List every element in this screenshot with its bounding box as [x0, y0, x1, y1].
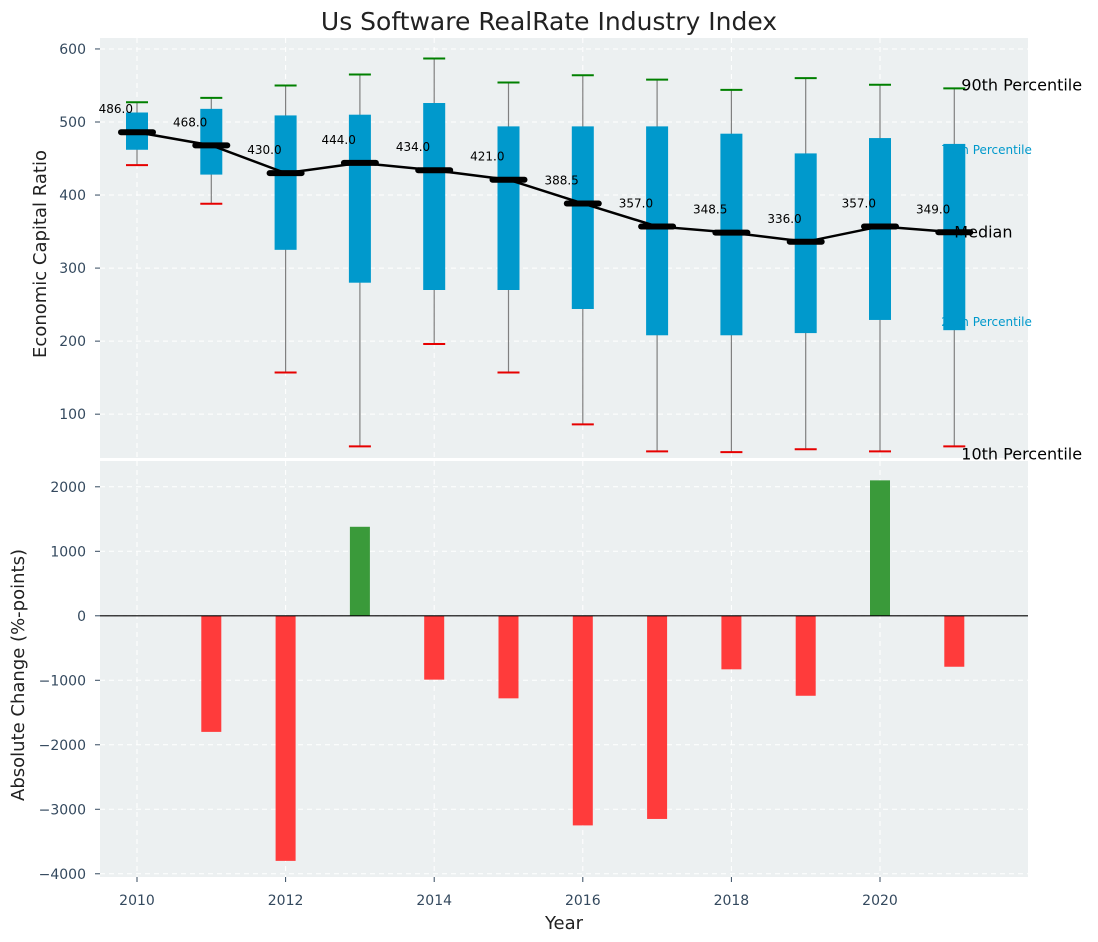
bottom-y-tick-label: 0	[77, 609, 86, 625]
x-tick-label: 2010	[119, 893, 155, 909]
x-axis-label: Year	[544, 913, 584, 934]
iqr-box	[497, 126, 520, 291]
median-data-label: 336.0	[767, 212, 801, 226]
x-tick-label: 2016	[565, 893, 601, 909]
change-bar-negative	[721, 615, 742, 670]
median-data-label: 349.0	[916, 202, 950, 216]
change-bar-negative	[795, 615, 816, 696]
change-bar-negative	[424, 615, 445, 680]
change-bar-negative	[275, 615, 296, 861]
median-data-label: 388.5	[544, 173, 578, 187]
iqr-box	[274, 115, 297, 250]
iqr-box	[200, 108, 223, 175]
annotation-p25: 25th Percentile	[941, 315, 1032, 329]
chart-title: Us Software RealRate Industry Index	[321, 7, 777, 36]
top-y-tick-label: 500	[59, 115, 86, 131]
median-data-label: 486.0	[99, 102, 133, 116]
top-y-tick-label: 300	[59, 261, 86, 277]
top-y-tick-label: 100	[59, 407, 86, 423]
change-bar-negative	[201, 615, 222, 732]
top-y-tick-label: 400	[59, 188, 86, 204]
change-bar-panel: −4000 −3000 −2000 −1000 0 1000 2000 Absolute Ch…	[8, 461, 1028, 934]
change-bar-negative	[498, 615, 519, 699]
annotation-p90: 90th Percentile	[961, 75, 1082, 94]
bottom-y-tick-label: −4000	[39, 867, 86, 883]
change-bar-negative	[944, 615, 965, 667]
change-bar-positive	[870, 480, 890, 616]
annotation-p75: 75th Percentile	[941, 143, 1032, 157]
x-tick-label: 2018	[714, 893, 750, 909]
median-data-label: 444.0	[322, 133, 356, 147]
iqr-box	[571, 126, 594, 309]
bottom-y-tick-label: 1000	[50, 544, 86, 560]
annotation-median: Median	[954, 222, 1012, 241]
bottom-y-tick-label: −2000	[39, 738, 86, 754]
median-data-label: 430.0	[247, 143, 281, 157]
bottom-y-tick-label: 2000	[50, 480, 86, 496]
change-bar-positive	[349, 526, 370, 616]
x-tick-label: 2014	[416, 893, 452, 909]
iqr-box	[646, 126, 669, 336]
x-tick-label: 2012	[268, 893, 304, 909]
top-y-axis-label: Economic Capital Ratio	[30, 150, 51, 358]
median-data-label: 348.5	[693, 203, 727, 217]
top-y-tick-label: 600	[59, 42, 86, 58]
bottom-y-tick-label: −1000	[39, 673, 86, 689]
bottom-y-tick-label: −3000	[39, 802, 86, 818]
x-tick-label: 2020	[862, 893, 898, 909]
top-y-tick-label: 200	[59, 334, 86, 350]
median-data-label: 357.0	[842, 196, 876, 210]
median-data-label: 468.0	[173, 115, 207, 129]
change-bar-negative	[572, 615, 593, 826]
median-data-label: 434.0	[396, 140, 430, 154]
annotation-p10: 10th Percentile	[961, 444, 1082, 463]
box-plot-panel: 100 200 300 400 500 600 Economic Capital Ratio…	[30, 38, 1082, 463]
median-data-label: 421.0	[470, 150, 504, 164]
iqr-box	[423, 103, 446, 290]
median-data-label: 357.0	[619, 196, 653, 210]
change-bar-negative	[647, 615, 668, 819]
iqr-box	[348, 114, 371, 283]
bottom-y-axis-label: Absolute Change (%-points)	[8, 549, 29, 801]
iqr-box	[943, 143, 966, 331]
